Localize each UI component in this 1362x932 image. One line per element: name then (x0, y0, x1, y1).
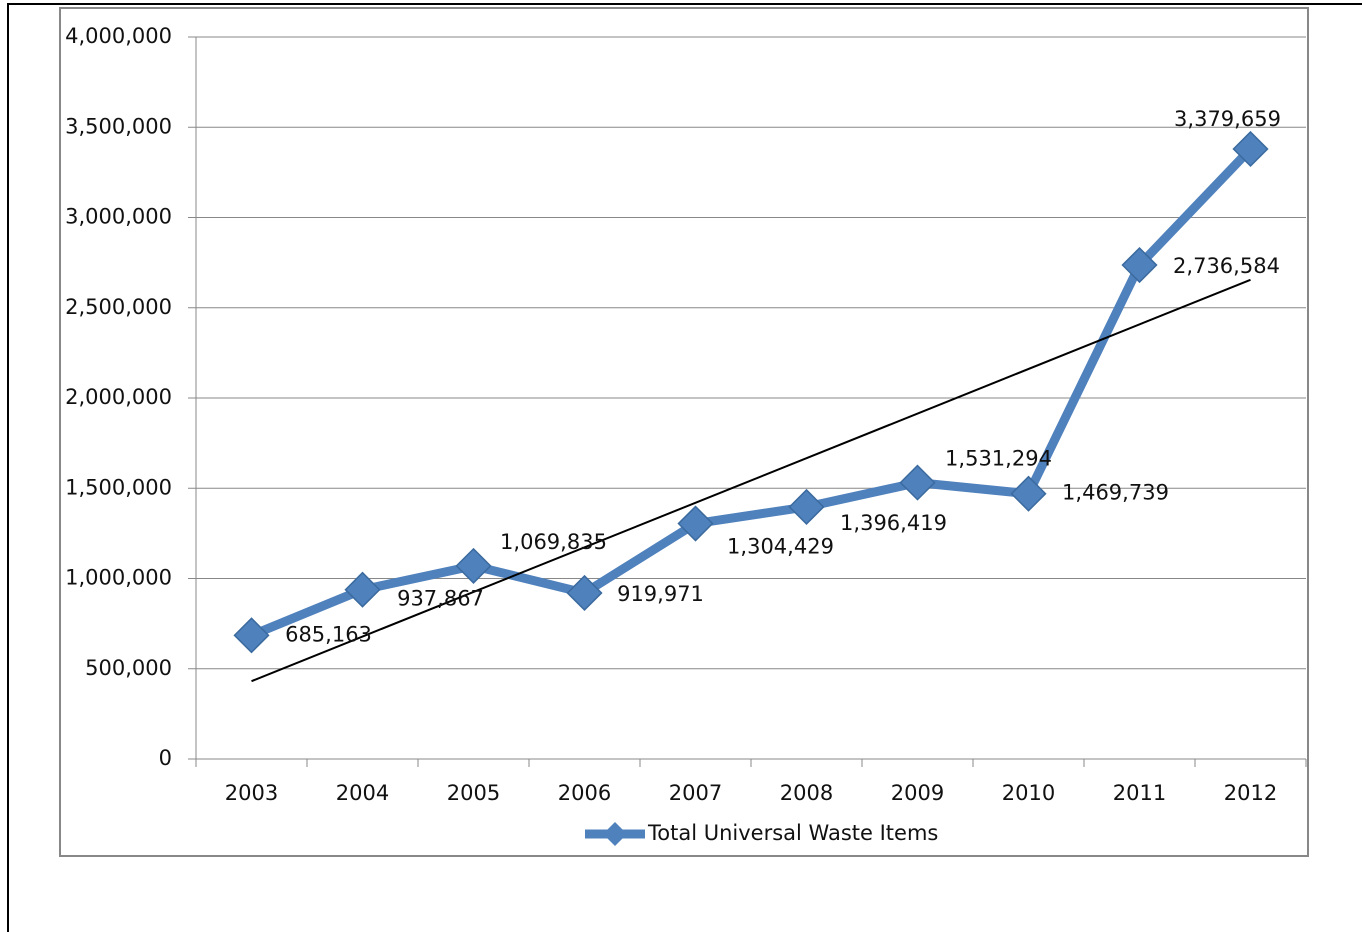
x-tick-label: 2006 (558, 781, 611, 805)
y-tick-label: 1,000,000 (65, 566, 172, 590)
trendline (251, 278, 1251, 683)
x-tick-label: 2012 (1224, 781, 1277, 805)
x-tick-label: 2007 (669, 781, 722, 805)
data-label: 1,069,835 (500, 530, 607, 554)
marker (899, 464, 936, 501)
data-label: 685,163 (285, 622, 372, 646)
data-label: 1,304,429 (727, 535, 834, 559)
x-tick-label: 2010 (1002, 781, 1055, 805)
x-tick-label: 2005 (447, 781, 500, 805)
y-tick-label: 4,000,000 (65, 24, 172, 48)
x-tick-label: 2008 (780, 781, 833, 805)
data-label: 919,971 (617, 582, 704, 606)
x-tick-label: 2004 (336, 781, 389, 805)
y-tick-label: 500,000 (85, 656, 172, 680)
x-tick-label: 2011 (1113, 781, 1166, 805)
marker (233, 617, 270, 654)
y-tick-label: 3,500,000 (65, 114, 172, 138)
y-tick-label: 2,000,000 (65, 385, 172, 409)
marker (788, 488, 825, 526)
data-label: 1,469,739 (1062, 481, 1169, 505)
marker (455, 547, 492, 584)
data-label: 1,531,294 (945, 447, 1052, 471)
series-line (249, 145, 1254, 640)
data-label: 1,396,419 (840, 511, 947, 535)
data-label: 937,867 (397, 587, 484, 611)
data-label: 2,736,584 (1173, 254, 1280, 278)
marker (344, 571, 381, 608)
marker (566, 574, 603, 612)
chart-frame (59, 7, 1309, 857)
y-tick-label: 1,500,000 (65, 475, 172, 499)
y-tick-label: 2,500,000 (65, 295, 172, 319)
y-tick-label: 0 (159, 746, 172, 770)
x-tick-label: 2009 (891, 781, 944, 805)
legend-label: Total Universal Waste Items (647, 821, 938, 845)
x-tick-label: 2003 (225, 781, 278, 805)
marker (1121, 246, 1158, 284)
y-tick-label: 3,000,000 (65, 205, 172, 229)
marker (1232, 130, 1269, 168)
marker (677, 505, 714, 542)
data-label: 3,379,659 (1174, 107, 1281, 131)
legend-marker (603, 822, 627, 846)
marker (1010, 475, 1047, 512)
